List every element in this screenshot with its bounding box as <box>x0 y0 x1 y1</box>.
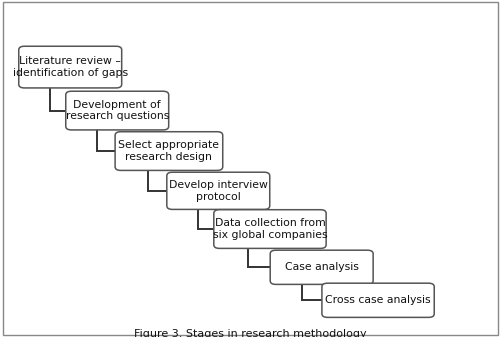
Text: Case analysis: Case analysis <box>284 262 358 272</box>
Text: Cross case analysis: Cross case analysis <box>326 295 431 305</box>
FancyBboxPatch shape <box>167 172 270 209</box>
Text: Select appropriate
research design: Select appropriate research design <box>118 140 220 162</box>
FancyBboxPatch shape <box>270 250 373 284</box>
FancyBboxPatch shape <box>66 91 168 130</box>
FancyBboxPatch shape <box>19 46 122 88</box>
Text: Data collection from
six global companies: Data collection from six global companie… <box>212 218 328 240</box>
FancyBboxPatch shape <box>115 132 222 171</box>
Text: Development of
research questions: Development of research questions <box>66 100 169 121</box>
Text: Figure 3. Stages in research methodology: Figure 3. Stages in research methodology <box>134 329 366 337</box>
FancyBboxPatch shape <box>214 210 326 248</box>
Text: Literature review –
identification of gaps: Literature review – identification of ga… <box>12 56 128 78</box>
Text: Develop interview
protocol: Develop interview protocol <box>169 180 268 202</box>
FancyBboxPatch shape <box>322 283 434 317</box>
